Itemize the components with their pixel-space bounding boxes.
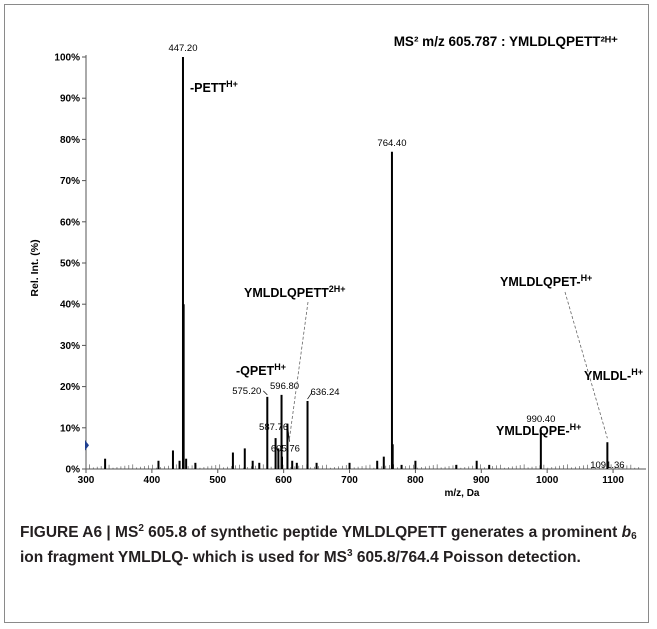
label-leader — [287, 423, 290, 442]
x-tick-label: 300 — [78, 475, 95, 486]
x-tick-label: 900 — [473, 475, 490, 486]
x-axis-label: m/z, Da — [444, 488, 479, 499]
annotation-leader — [289, 301, 309, 439]
peak-label: 636.24 — [311, 387, 340, 398]
x-tick-label: 700 — [341, 475, 358, 486]
peak-label: 596.80 — [270, 381, 299, 392]
peak-label: 764.40 — [377, 138, 406, 149]
peak-label: 990.40 — [526, 414, 555, 425]
fragment-name: YMLDLQPETT — [244, 286, 329, 300]
caption-sub: 6 — [631, 531, 637, 542]
fragment-name: YMLDLQPET- — [500, 275, 581, 289]
y-tick-label: 70% — [60, 176, 80, 187]
caption-part3: ion fragment YMLDLQ- which is used for M… — [20, 549, 347, 566]
fragment-charge: H+ — [274, 362, 286, 372]
peak-label: 575.20 — [232, 386, 261, 397]
y-tick-label: 50% — [60, 259, 80, 270]
label-leader — [263, 390, 268, 396]
y-tick-label: 40% — [60, 300, 80, 311]
caption-b: b — [621, 524, 632, 541]
label-leader — [307, 392, 312, 400]
fragment-annotation: -PETTH+ — [190, 79, 238, 95]
peak-label: 447.20 — [168, 43, 197, 54]
caption-sup2: 3 — [346, 547, 353, 559]
fragment-annotation: YMLDLQPE-H+ — [496, 422, 581, 438]
y-tick-label: 10% — [60, 423, 80, 434]
fragment-name: -PETT — [190, 81, 226, 95]
figure-frame — [4, 4, 649, 623]
caption-part2: 605.8 of synthetic peptide YMLDLQPETT ge… — [143, 524, 622, 541]
x-tick-label: 600 — [275, 475, 292, 486]
caption-sup1: 2 — [138, 522, 144, 534]
fragment-charge: H+ — [581, 273, 593, 283]
fragment-charge: H+ — [631, 367, 643, 377]
x-tick-label: 1100 — [602, 475, 624, 486]
fragment-name: -QPET — [236, 364, 275, 378]
fragment-name: YMLDLQPE- — [496, 424, 570, 438]
y-tick-label: 20% — [60, 382, 80, 393]
y-tick-label: 0% — [66, 465, 81, 476]
annotation-leader — [564, 291, 608, 439]
caption-part1: FIGURE A6 | MS — [20, 524, 139, 541]
fragment-charge: H+ — [570, 422, 582, 432]
y-axis-label: Rel. Int. (%) — [29, 239, 41, 296]
chart-title: MS² m/z 605.787 : YMLDLQPETT²ᴴ⁺ — [394, 34, 618, 49]
fragment-charge: 2H+ — [329, 284, 346, 294]
peak-label: 587.76 — [259, 422, 288, 433]
x-tick-label: 800 — [407, 475, 424, 486]
peak-label: 1091.36 — [590, 460, 624, 471]
caption-part4: 605.8/764.4 Poisson detection. — [352, 549, 581, 566]
y-tick-label: 90% — [60, 94, 80, 105]
fragment-charge: H+ — [226, 79, 238, 89]
fragment-annotation: YMLDLQPET-H+ — [500, 273, 592, 289]
y-tick-label: 30% — [60, 341, 80, 352]
y-tick-label: 60% — [60, 217, 80, 228]
fragment-annotation: YMLDL-H+ — [584, 367, 643, 383]
y-tick-label: 100% — [54, 53, 80, 64]
mass-spectrum-chart: MS² m/z 605.787 : YMLDLQPETT²ᴴ⁺ Rel. Int… — [29, 34, 646, 499]
fragment-annotation: -QPETH+ — [236, 362, 286, 378]
fragment-name: YMLDL- — [584, 369, 631, 383]
fragment-annotation: YMLDLQPETT2H+ — [244, 284, 345, 300]
x-tick-label: 500 — [209, 475, 226, 486]
x-tick-label: 1000 — [536, 475, 559, 486]
y-tick-label: 80% — [60, 135, 80, 146]
peak-label: 605.76 — [271, 444, 300, 455]
axis-marker-icon — [85, 440, 89, 451]
figure-caption: FIGURE A6 | MS2 605.8 of synthetic pepti… — [20, 522, 644, 568]
x-tick-label: 400 — [144, 475, 161, 486]
